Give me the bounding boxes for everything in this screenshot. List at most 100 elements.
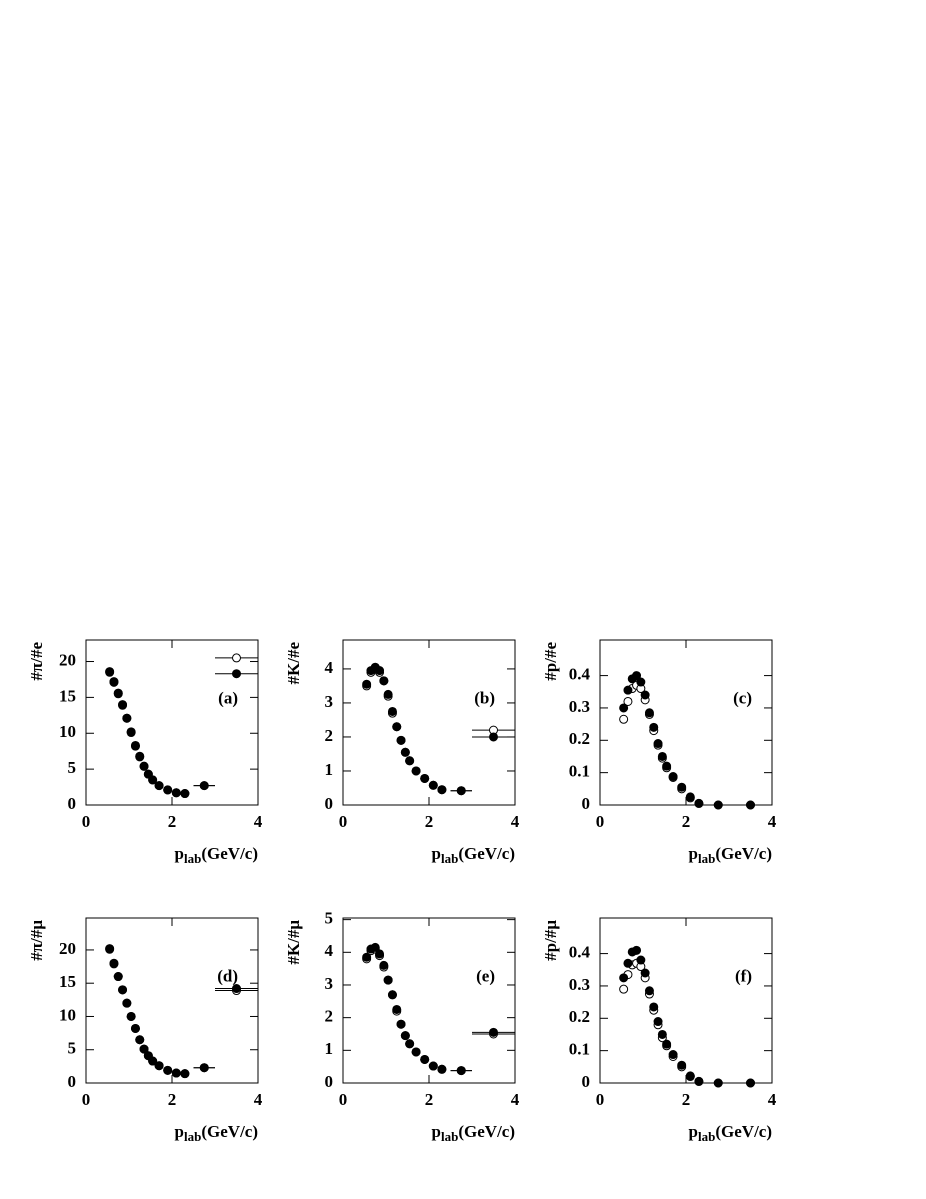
data-point (375, 949, 385, 959)
data-point (619, 973, 629, 983)
x-axis-label: plab(GeV/c) (175, 844, 258, 866)
y-tick-label: 0.4 (569, 664, 591, 683)
data-point (685, 1071, 695, 1081)
data-point (694, 1076, 704, 1086)
x-axis-label-part: lab (698, 1129, 715, 1144)
data-point (126, 1011, 136, 1021)
x-axis-label-part: (GeV/c) (715, 1122, 772, 1141)
data-point (746, 1078, 755, 1088)
data-point (379, 676, 389, 686)
y-tick-label: 0.4 (569, 942, 591, 961)
x-tick-label: 2 (425, 1090, 434, 1109)
data-point (405, 1039, 415, 1049)
data-point (653, 1017, 663, 1027)
data-point (713, 1078, 723, 1088)
plot-frame (85, 639, 259, 806)
panel-label: (a) (218, 688, 238, 707)
x-axis-label: plab(GeV/c) (689, 844, 772, 866)
plot-frame (599, 917, 773, 1084)
data-point (109, 958, 119, 968)
y-tick-label: 0.1 (569, 1040, 590, 1059)
y-tick-label: 0 (68, 794, 77, 813)
x-tick-label: 4 (768, 1090, 777, 1109)
data-point (657, 751, 667, 761)
data-point (623, 696, 633, 706)
x-tick-label: 2 (425, 812, 434, 831)
data-point (649, 1002, 659, 1012)
data-point (400, 747, 410, 757)
data-point (694, 798, 704, 808)
data-point (122, 998, 132, 1008)
x-axis-label-part: (GeV/c) (458, 1122, 515, 1141)
data-point (400, 1031, 410, 1041)
data-point (387, 706, 397, 716)
y-tick-label: 2 (325, 1007, 334, 1026)
data-point (653, 739, 663, 749)
x-tick-label: 0 (339, 1090, 348, 1109)
x-tick-label: 0 (82, 1090, 91, 1109)
data-point (180, 789, 190, 799)
x-axis-label-part: p (432, 1122, 441, 1141)
data-point (154, 1061, 164, 1071)
data-point (456, 786, 466, 796)
x-axis-label-part: p (175, 844, 184, 863)
y-tick-label: 3 (325, 974, 334, 993)
data-point (396, 735, 406, 745)
y-tick-label: 10 (59, 1005, 76, 1024)
data-point (370, 942, 380, 952)
x-tick-label: 0 (596, 812, 605, 831)
y-tick-label: 5 (68, 1039, 77, 1058)
y-tick-label: 5 (68, 758, 77, 777)
data-point (105, 667, 115, 677)
panel-label: (f) (735, 966, 752, 985)
y-tick-label: 15 (59, 972, 76, 991)
data-point (180, 1069, 190, 1079)
x-tick-label: 2 (682, 812, 691, 831)
data-point (636, 677, 646, 687)
data-point (489, 1027, 498, 1037)
y-tick-label: 0.3 (569, 975, 590, 994)
data-point (456, 1066, 466, 1076)
data-point (379, 960, 389, 970)
y-axis-label: #π/#μ (27, 920, 46, 961)
panel-label: (d) (217, 966, 238, 985)
y-axis-label: #K/#e (284, 642, 303, 685)
data-point (113, 688, 123, 698)
data-point (118, 700, 128, 710)
plot-frame (342, 639, 516, 806)
y-axis-label: #p/#e (541, 642, 560, 681)
data-point (632, 671, 642, 681)
data-point (677, 1060, 687, 1070)
y-tick-label: 0.1 (569, 762, 590, 781)
data-point (130, 740, 140, 750)
x-tick-label: 4 (511, 1090, 520, 1109)
y-tick-label: 0 (325, 794, 334, 813)
y-tick-label: 1 (325, 1039, 334, 1058)
y-tick-label: 20 (59, 650, 76, 669)
data-point (619, 714, 629, 724)
data-point (148, 775, 158, 785)
x-tick-label: 4 (254, 812, 263, 831)
y-tick-label: 10 (59, 722, 76, 741)
y-tick-label: 5 (325, 909, 334, 928)
data-point (163, 1065, 173, 1075)
data-point (139, 1044, 149, 1054)
x-axis-label-part: (GeV/c) (715, 844, 772, 863)
data-point (383, 689, 393, 699)
data-point (619, 984, 629, 994)
data-point (171, 1068, 181, 1078)
y-axis-label: #π/#e (27, 642, 46, 681)
x-tick-label: 4 (511, 812, 520, 831)
y-tick-label: 0.3 (569, 697, 590, 716)
x-axis-label-part: (GeV/c) (458, 844, 515, 863)
x-axis-label: plab(GeV/c) (175, 1122, 258, 1144)
data-point (118, 985, 128, 995)
data-point (122, 713, 132, 723)
data-point (396, 1019, 406, 1029)
data-point (668, 1050, 678, 1060)
data-point (636, 955, 646, 965)
data-point (411, 766, 421, 776)
data-point (489, 732, 498, 742)
data-point (713, 800, 723, 810)
